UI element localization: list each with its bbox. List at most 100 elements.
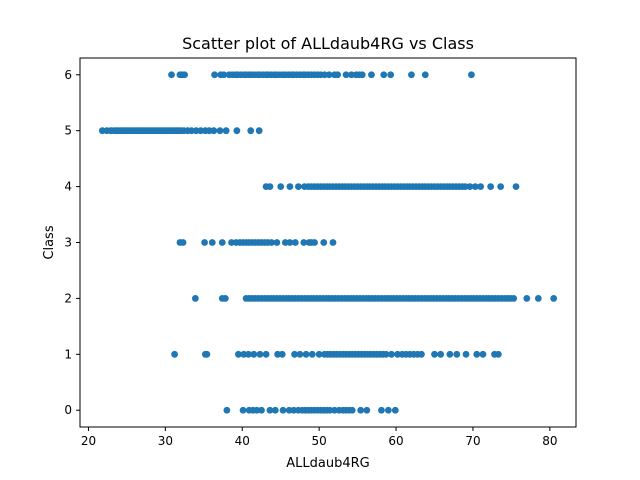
scatter-point xyxy=(245,350,252,358)
scatter-point xyxy=(222,127,230,135)
scatter-point xyxy=(233,127,241,135)
scatter-point xyxy=(325,71,333,79)
scatter-point xyxy=(382,350,390,358)
scatter-point xyxy=(437,350,445,358)
scatter-point xyxy=(300,239,308,246)
scatter-point xyxy=(387,71,395,79)
scatter-point xyxy=(211,71,218,79)
scatter-point xyxy=(468,71,475,79)
scatter-point xyxy=(294,183,302,190)
scatter-point xyxy=(250,350,258,358)
plot-frame xyxy=(79,57,577,428)
scatter-point xyxy=(203,350,211,358)
scatter-point xyxy=(268,239,275,246)
scatter-point xyxy=(358,71,366,79)
scatter-point xyxy=(266,183,274,190)
scatter-point xyxy=(168,71,175,79)
scatter-point xyxy=(286,183,294,190)
scatter-point xyxy=(218,239,226,246)
scatter-point xyxy=(512,183,520,190)
scatter-point xyxy=(497,183,505,190)
scatter-point xyxy=(479,350,487,358)
scatter-point xyxy=(329,239,337,246)
scatter-point xyxy=(258,406,265,414)
scatter-point xyxy=(181,71,188,79)
scatter-point xyxy=(291,350,298,358)
scatter-point xyxy=(466,183,474,190)
scatter-point xyxy=(408,71,415,79)
scatter-point xyxy=(334,71,342,79)
scatter-point xyxy=(247,127,255,135)
scatter-point xyxy=(357,406,365,414)
scatter-point xyxy=(302,350,310,358)
scatter-point xyxy=(262,350,270,358)
y-axis-label: Class xyxy=(42,225,57,259)
x-tick-label: 30 xyxy=(158,434,173,448)
scatter-point xyxy=(363,406,371,414)
scatter-point xyxy=(477,183,485,190)
x-tick-label: 40 xyxy=(235,434,250,448)
scatter-point xyxy=(510,295,518,302)
scatter-point xyxy=(462,350,470,358)
scatter-point xyxy=(320,239,328,246)
y-axis-ticks: 0 1 2 3 4 5 6 xyxy=(64,68,80,417)
scatter-point xyxy=(210,127,218,135)
scatter-point xyxy=(446,350,454,358)
scatter-point xyxy=(286,239,294,246)
scatter-point xyxy=(378,406,385,414)
scatter-point xyxy=(278,350,286,358)
scatter-point xyxy=(348,406,356,414)
scatter-point xyxy=(220,71,228,79)
scatter-point xyxy=(271,406,279,414)
scatter-point xyxy=(256,350,264,358)
scatter-point xyxy=(208,239,216,246)
x-tick-label: 50 xyxy=(312,434,327,448)
scatter-point xyxy=(179,239,187,246)
x-tick-label: 70 xyxy=(465,434,480,448)
scatter-point xyxy=(368,71,375,79)
scatter-point xyxy=(266,406,274,414)
y-tick-label: 6 xyxy=(64,68,72,82)
x-tick-label: 60 xyxy=(388,434,403,448)
scatter-point xyxy=(431,350,438,358)
scatter-point xyxy=(473,350,481,358)
x-tick-label: 80 xyxy=(542,434,557,448)
scatter-point xyxy=(223,406,231,414)
scatter-point xyxy=(453,350,461,358)
scatter-point xyxy=(296,350,304,358)
scatter-point xyxy=(239,406,247,414)
scatter-point xyxy=(279,406,287,414)
y-tick-label: 4 xyxy=(64,180,72,194)
scatter-point xyxy=(418,350,425,358)
scatter-point xyxy=(308,350,316,358)
scatter-point xyxy=(384,406,392,414)
scatter-point xyxy=(471,183,479,190)
scatter-point xyxy=(523,295,531,302)
scatter-point xyxy=(277,183,285,190)
scatter-point xyxy=(273,239,281,246)
y-tick-label: 3 xyxy=(64,236,72,250)
x-axis-ticks: 20 30 40 50 60 70 80 xyxy=(81,427,557,448)
scatter-point xyxy=(191,295,199,302)
y-tick-label: 0 xyxy=(64,403,72,417)
x-tick-label: 20 xyxy=(81,434,96,448)
scatter-point xyxy=(216,127,224,135)
data-points xyxy=(98,71,558,414)
scatter-point xyxy=(171,350,178,358)
y-tick-label: 1 xyxy=(64,347,72,361)
scatter-point xyxy=(255,127,263,135)
y-tick-label: 5 xyxy=(64,124,72,138)
scatter-point xyxy=(421,71,429,79)
scatter-point xyxy=(388,350,395,358)
scatter-point xyxy=(380,71,388,79)
scatter-point xyxy=(221,295,229,302)
scatter-point xyxy=(494,350,502,358)
scatter-point xyxy=(487,183,495,190)
scatter-point xyxy=(311,239,318,246)
scatter-point xyxy=(315,350,323,358)
chart-title: Scatter plot of ALLdaub4RG vs Class xyxy=(182,34,474,53)
y-tick-label: 2 xyxy=(64,291,72,305)
scatter-point xyxy=(550,295,558,302)
